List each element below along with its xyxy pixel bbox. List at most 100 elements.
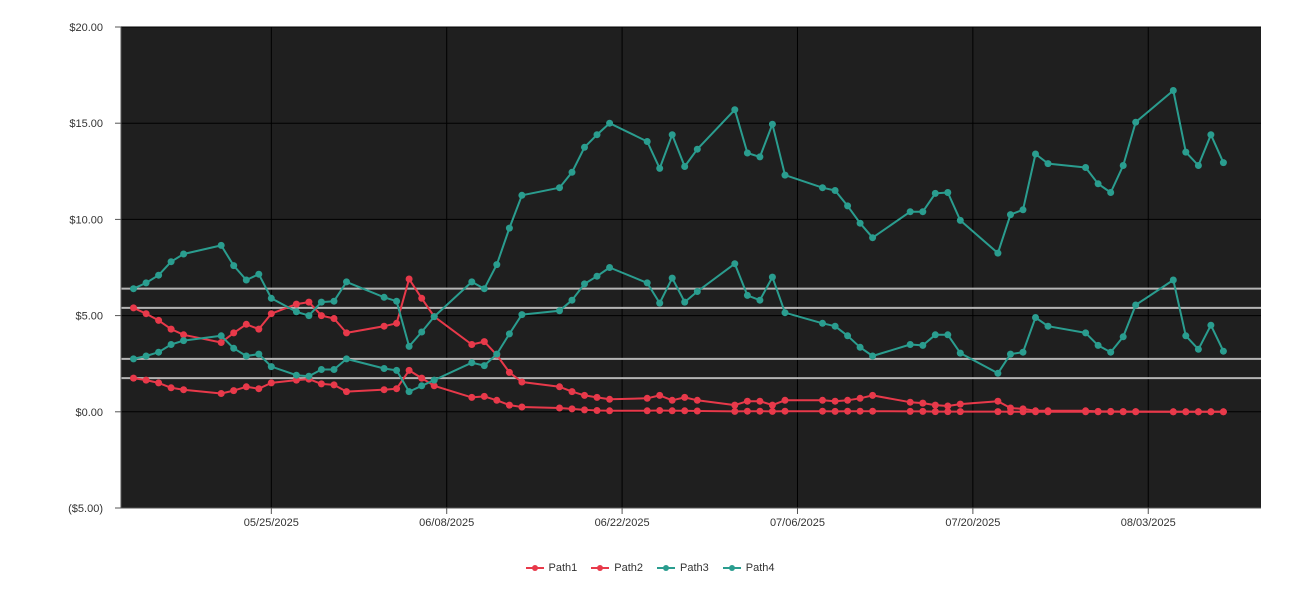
data-point[interactable] bbox=[743, 397, 751, 405]
data-point[interactable] bbox=[1044, 408, 1052, 416]
data-point[interactable] bbox=[869, 391, 877, 399]
data-point[interactable] bbox=[1169, 87, 1177, 94]
data-point[interactable] bbox=[593, 272, 601, 280]
data-point[interactable] bbox=[393, 385, 401, 393]
data-point[interactable] bbox=[480, 285, 488, 293]
data-point[interactable] bbox=[994, 408, 1002, 416]
data-point[interactable] bbox=[781, 171, 789, 179]
data-point[interactable] bbox=[743, 291, 751, 299]
data-point[interactable] bbox=[468, 278, 476, 286]
data-point[interactable] bbox=[944, 402, 952, 410]
data-point[interactable] bbox=[681, 163, 689, 170]
data-point[interactable] bbox=[292, 376, 300, 384]
data-point[interactable] bbox=[781, 309, 789, 317]
data-point[interactable] bbox=[1007, 211, 1014, 219]
data-point[interactable] bbox=[418, 294, 426, 302]
data-point[interactable] bbox=[768, 120, 776, 128]
data-point[interactable] bbox=[756, 153, 764, 161]
data-point[interactable] bbox=[418, 382, 426, 390]
data-point[interactable] bbox=[292, 308, 300, 316]
data-point[interactable] bbox=[781, 407, 789, 415]
data-point[interactable] bbox=[593, 407, 601, 414]
data-point[interactable] bbox=[931, 401, 939, 409]
data-point[interactable] bbox=[1182, 408, 1190, 416]
data-point[interactable] bbox=[130, 355, 137, 363]
data-point[interactable] bbox=[1007, 408, 1014, 416]
data-point[interactable] bbox=[267, 379, 275, 387]
data-point[interactable] bbox=[292, 300, 300, 308]
data-point[interactable] bbox=[167, 341, 175, 348]
data-point[interactable] bbox=[681, 298, 689, 306]
data-point[interactable] bbox=[568, 388, 576, 396]
legend-item-path4[interactable]: Path4 bbox=[722, 562, 775, 574]
data-point[interactable] bbox=[1082, 164, 1090, 171]
data-point[interactable] bbox=[305, 372, 313, 380]
data-point[interactable] bbox=[731, 401, 739, 409]
data-point[interactable] bbox=[1219, 159, 1227, 167]
data-point[interactable] bbox=[393, 366, 401, 374]
data-point[interactable] bbox=[1119, 333, 1127, 341]
data-point[interactable] bbox=[1119, 408, 1127, 416]
data-point[interactable] bbox=[317, 298, 325, 306]
data-point[interactable] bbox=[731, 407, 739, 415]
data-point[interactable] bbox=[693, 407, 701, 415]
data-point[interactable] bbox=[568, 296, 576, 304]
data-point[interactable] bbox=[305, 312, 313, 320]
data-point[interactable] bbox=[656, 391, 664, 399]
data-point[interactable] bbox=[856, 407, 864, 415]
data-point[interactable] bbox=[1019, 348, 1027, 356]
data-point[interactable] bbox=[1094, 180, 1102, 188]
data-point[interactable] bbox=[944, 331, 952, 339]
data-point[interactable] bbox=[856, 394, 864, 402]
data-point[interactable] bbox=[242, 320, 250, 328]
data-point[interactable] bbox=[1182, 332, 1190, 340]
data-point[interactable] bbox=[267, 363, 275, 371]
data-point[interactable] bbox=[1094, 408, 1102, 416]
data-point[interactable] bbox=[693, 145, 701, 153]
data-point[interactable] bbox=[556, 404, 563, 412]
legend-item-path1[interactable]: Path1 bbox=[525, 562, 577, 574]
data-point[interactable] bbox=[155, 271, 163, 279]
data-point[interactable] bbox=[405, 342, 413, 350]
data-point[interactable] bbox=[343, 355, 350, 363]
data-point[interactable] bbox=[317, 312, 325, 320]
data-point[interactable] bbox=[393, 297, 401, 305]
data-point[interactable] bbox=[593, 131, 601, 139]
data-point[interactable] bbox=[643, 394, 651, 402]
data-point[interactable] bbox=[568, 405, 576, 413]
data-point[interactable] bbox=[180, 386, 188, 394]
data-point[interactable] bbox=[731, 106, 739, 114]
data-point[interactable] bbox=[468, 341, 476, 348]
data-point[interactable] bbox=[242, 352, 250, 360]
data-point[interactable] bbox=[518, 311, 526, 319]
data-point[interactable] bbox=[1182, 148, 1190, 156]
data-point[interactable] bbox=[931, 189, 939, 197]
data-point[interactable] bbox=[418, 374, 426, 382]
data-point[interactable] bbox=[142, 376, 150, 384]
data-point[interactable] bbox=[869, 407, 877, 415]
data-point[interactable] bbox=[643, 407, 651, 415]
data-point[interactable] bbox=[906, 398, 914, 406]
data-point[interactable] bbox=[681, 393, 689, 401]
data-point[interactable] bbox=[1032, 408, 1039, 416]
data-point[interactable] bbox=[1082, 329, 1090, 337]
data-point[interactable] bbox=[518, 403, 526, 411]
legend-item-path2[interactable]: Path2 bbox=[591, 562, 643, 574]
data-point[interactable] bbox=[480, 338, 488, 346]
data-point[interactable] bbox=[217, 332, 225, 340]
data-point[interactable] bbox=[693, 288, 701, 295]
data-point[interactable] bbox=[155, 379, 163, 387]
data-point[interactable] bbox=[1169, 408, 1177, 416]
data-point[interactable] bbox=[493, 261, 501, 269]
data-point[interactable] bbox=[568, 168, 576, 176]
data-point[interactable] bbox=[1107, 348, 1115, 356]
data-point[interactable] bbox=[380, 365, 388, 372]
data-point[interactable] bbox=[180, 331, 188, 339]
data-point[interactable] bbox=[480, 362, 488, 370]
data-point[interactable] bbox=[819, 319, 826, 327]
data-point[interactable] bbox=[856, 219, 864, 227]
data-point[interactable] bbox=[1032, 150, 1039, 158]
data-point[interactable] bbox=[1019, 206, 1027, 214]
data-point[interactable] bbox=[743, 407, 751, 415]
data-point[interactable] bbox=[668, 274, 676, 282]
